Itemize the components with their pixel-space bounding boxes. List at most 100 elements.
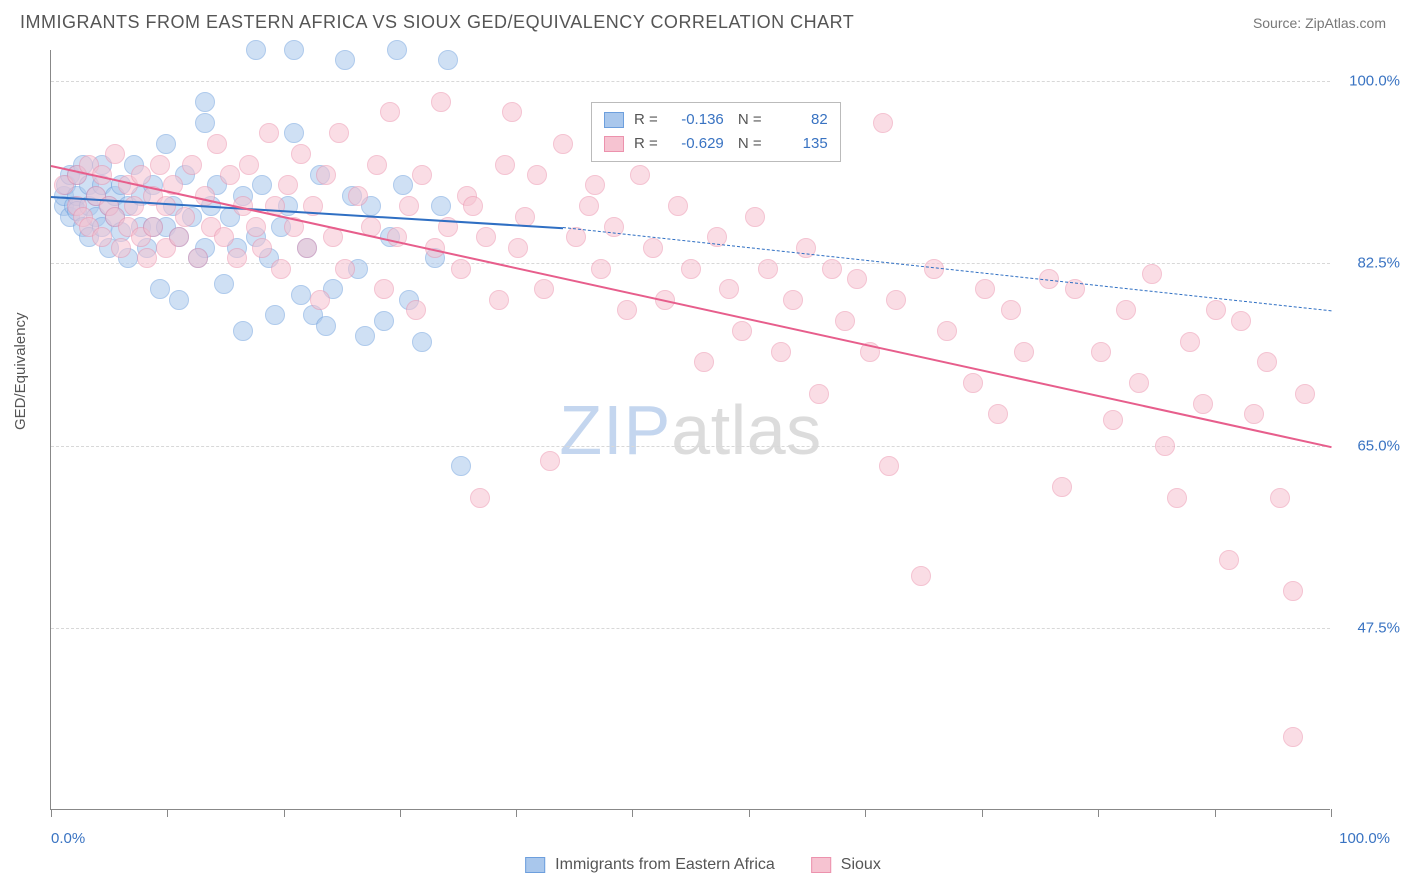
x-tick (632, 809, 633, 817)
data-point (585, 175, 605, 195)
data-point (694, 352, 714, 372)
data-point (1014, 342, 1034, 362)
x-tick (516, 809, 517, 817)
data-point (809, 384, 829, 404)
x-tick (749, 809, 750, 817)
data-point (1270, 488, 1290, 508)
legend-row-series-b: R = -0.629 N = 135 (604, 132, 828, 156)
data-point (329, 123, 349, 143)
data-point (246, 217, 266, 237)
x-tick (51, 809, 52, 817)
x-tick (284, 809, 285, 817)
swatch-icon (811, 857, 831, 873)
data-point (169, 290, 189, 310)
data-point (399, 196, 419, 216)
data-point (335, 50, 355, 70)
data-point (348, 186, 368, 206)
watermark: ZIPatlas (559, 390, 821, 470)
data-point (374, 279, 394, 299)
data-point (1219, 550, 1239, 570)
data-point (207, 134, 227, 154)
series-legend: Immigrants from Eastern Africa Sioux (525, 856, 881, 874)
x-tick (1098, 809, 1099, 817)
data-point (92, 227, 112, 247)
data-point (316, 316, 336, 336)
data-point (111, 238, 131, 258)
x-axis-min-label: 0.0% (51, 830, 85, 847)
data-point (233, 321, 253, 341)
data-point (374, 311, 394, 331)
legend-item: Immigrants from Eastern Africa (525, 856, 775, 874)
gridline (51, 628, 1330, 629)
data-point (214, 274, 234, 294)
swatch-icon (525, 857, 545, 873)
data-point (643, 238, 663, 258)
data-point (137, 248, 157, 268)
data-point (579, 196, 599, 216)
data-point (1142, 264, 1162, 284)
data-point (335, 259, 355, 279)
data-point (150, 279, 170, 299)
data-point (732, 321, 752, 341)
x-tick (982, 809, 983, 817)
data-point (534, 279, 554, 299)
data-point (540, 451, 560, 471)
data-point (1091, 342, 1111, 362)
data-point (1001, 300, 1021, 320)
y-tick-label: 65.0% (1357, 437, 1400, 454)
data-point (195, 113, 215, 133)
data-point (156, 196, 176, 216)
data-point (630, 165, 650, 185)
correlation-legend: R = -0.136 N = 82 R = -0.629 N = 135 (591, 102, 841, 162)
y-tick-label: 100.0% (1349, 73, 1400, 90)
data-point (271, 259, 291, 279)
data-point (169, 227, 189, 247)
data-point (873, 113, 893, 133)
data-point (937, 321, 957, 341)
data-point (553, 134, 573, 154)
x-tick (865, 809, 866, 817)
data-point (451, 456, 471, 476)
data-point (1257, 352, 1277, 372)
gridline (51, 446, 1330, 447)
data-point (156, 134, 176, 154)
data-point (387, 40, 407, 60)
data-point (438, 50, 458, 70)
data-point (355, 326, 375, 346)
data-point (278, 175, 298, 195)
data-point (380, 102, 400, 122)
data-point (143, 217, 163, 237)
data-point (1167, 488, 1187, 508)
x-axis-max-label: 100.0% (1339, 830, 1390, 847)
trend-line (51, 165, 1331, 448)
source-label: Source: ZipAtlas.com (1253, 15, 1386, 31)
data-point (220, 165, 240, 185)
data-point (105, 144, 125, 164)
data-point (911, 566, 931, 586)
data-point (310, 290, 330, 310)
data-point (681, 259, 701, 279)
data-point (195, 186, 215, 206)
data-point (265, 305, 285, 325)
data-point (252, 175, 272, 195)
data-point (1231, 311, 1251, 331)
data-point (150, 155, 170, 175)
data-point (527, 165, 547, 185)
y-tick-label: 82.5% (1357, 255, 1400, 272)
data-point (284, 40, 304, 60)
data-point (1180, 332, 1200, 352)
data-point (886, 290, 906, 310)
data-point (431, 196, 451, 216)
data-point (719, 279, 739, 299)
x-tick (1215, 809, 1216, 817)
data-point (188, 248, 208, 268)
data-point (783, 290, 803, 310)
data-point (489, 290, 509, 310)
y-axis-title: GED/Equivalency (12, 312, 29, 430)
data-point (316, 165, 336, 185)
data-point (406, 300, 426, 320)
data-point (822, 259, 842, 279)
data-point (495, 155, 515, 175)
chart-title: IMMIGRANTS FROM EASTERN AFRICA VS SIOUX … (20, 12, 854, 33)
data-point (246, 40, 266, 60)
